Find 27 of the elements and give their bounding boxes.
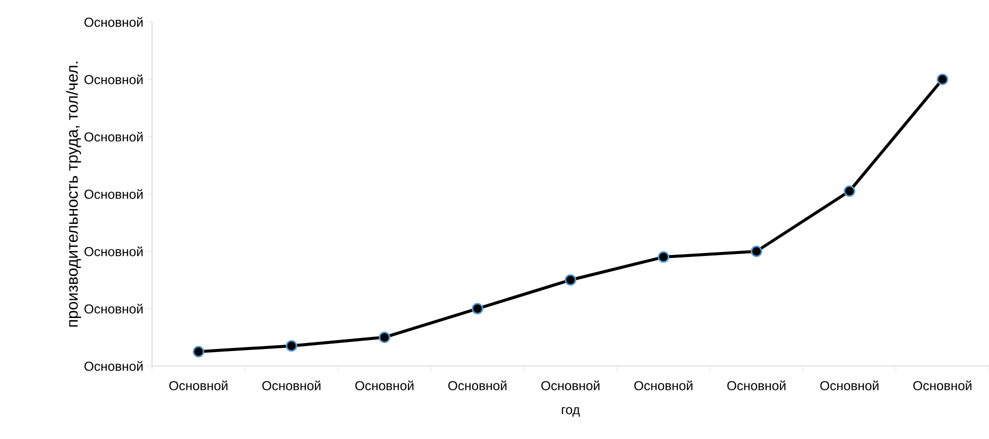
point (286, 340, 298, 352)
point (472, 302, 484, 314)
point (192, 346, 204, 358)
text: Основной (84, 132, 143, 142)
point (844, 185, 856, 197)
point (378, 332, 390, 344)
x-tick-label: Основной (169, 380, 228, 390)
text: Основной (84, 361, 143, 371)
x-tick-label: Основной (820, 380, 878, 390)
point (564, 274, 576, 286)
x-tick-label: Основной (634, 380, 692, 390)
point (936, 74, 948, 86)
x-tick-label: Основной (262, 380, 320, 390)
x-tick-label: Основной (355, 380, 414, 390)
text: Основной (84, 17, 143, 27)
x-tick-label: Основной (448, 380, 506, 390)
x-tick-label: Основной (727, 380, 786, 390)
x-tick-label: Основной (913, 380, 972, 390)
text: Основной (84, 189, 143, 199)
text: Основной (84, 304, 143, 314)
point (658, 251, 670, 263)
text: Основной (84, 246, 143, 256)
text: Основной (84, 74, 143, 84)
x-tick-label: Основной (541, 380, 600, 390)
y-axis-title: производительность труда, тол/чел. (66, 62, 82, 327)
point (750, 246, 762, 258)
x-axis-title: год (562, 407, 580, 417)
